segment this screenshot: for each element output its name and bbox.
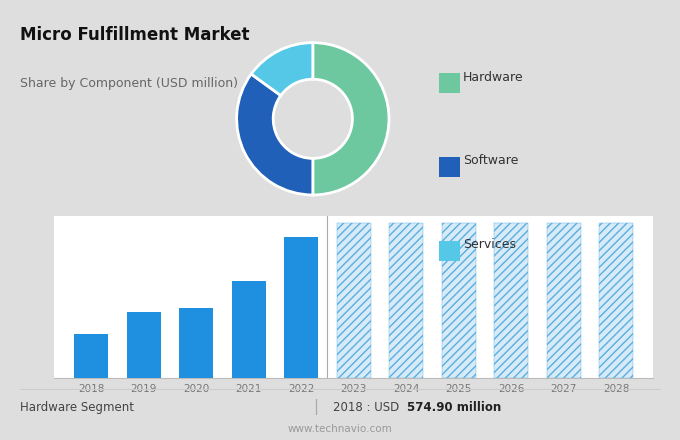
Bar — [599, 224, 633, 378]
Wedge shape — [237, 74, 313, 195]
Text: |: | — [313, 399, 318, 415]
Text: Software: Software — [463, 154, 518, 167]
Bar — [232, 281, 266, 378]
Wedge shape — [251, 43, 313, 95]
Text: Hardware: Hardware — [463, 70, 524, 84]
Bar — [441, 224, 475, 378]
Text: Micro Fulfillment Market: Micro Fulfillment Market — [20, 26, 250, 44]
Bar — [179, 308, 214, 378]
Bar — [337, 224, 371, 378]
Bar — [389, 224, 423, 378]
Text: 574.90 million: 574.90 million — [407, 400, 501, 414]
Bar — [74, 334, 108, 378]
Wedge shape — [313, 43, 389, 195]
Bar — [284, 237, 318, 378]
Text: Share by Component (USD million): Share by Component (USD million) — [20, 77, 239, 90]
Bar — [126, 312, 160, 378]
Text: Hardware Segment: Hardware Segment — [20, 400, 135, 414]
Text: 2018 : USD: 2018 : USD — [333, 400, 403, 414]
Text: www.technavio.com: www.technavio.com — [288, 424, 392, 434]
Bar — [547, 224, 581, 378]
Bar — [494, 224, 528, 378]
Text: Services: Services — [463, 238, 516, 251]
